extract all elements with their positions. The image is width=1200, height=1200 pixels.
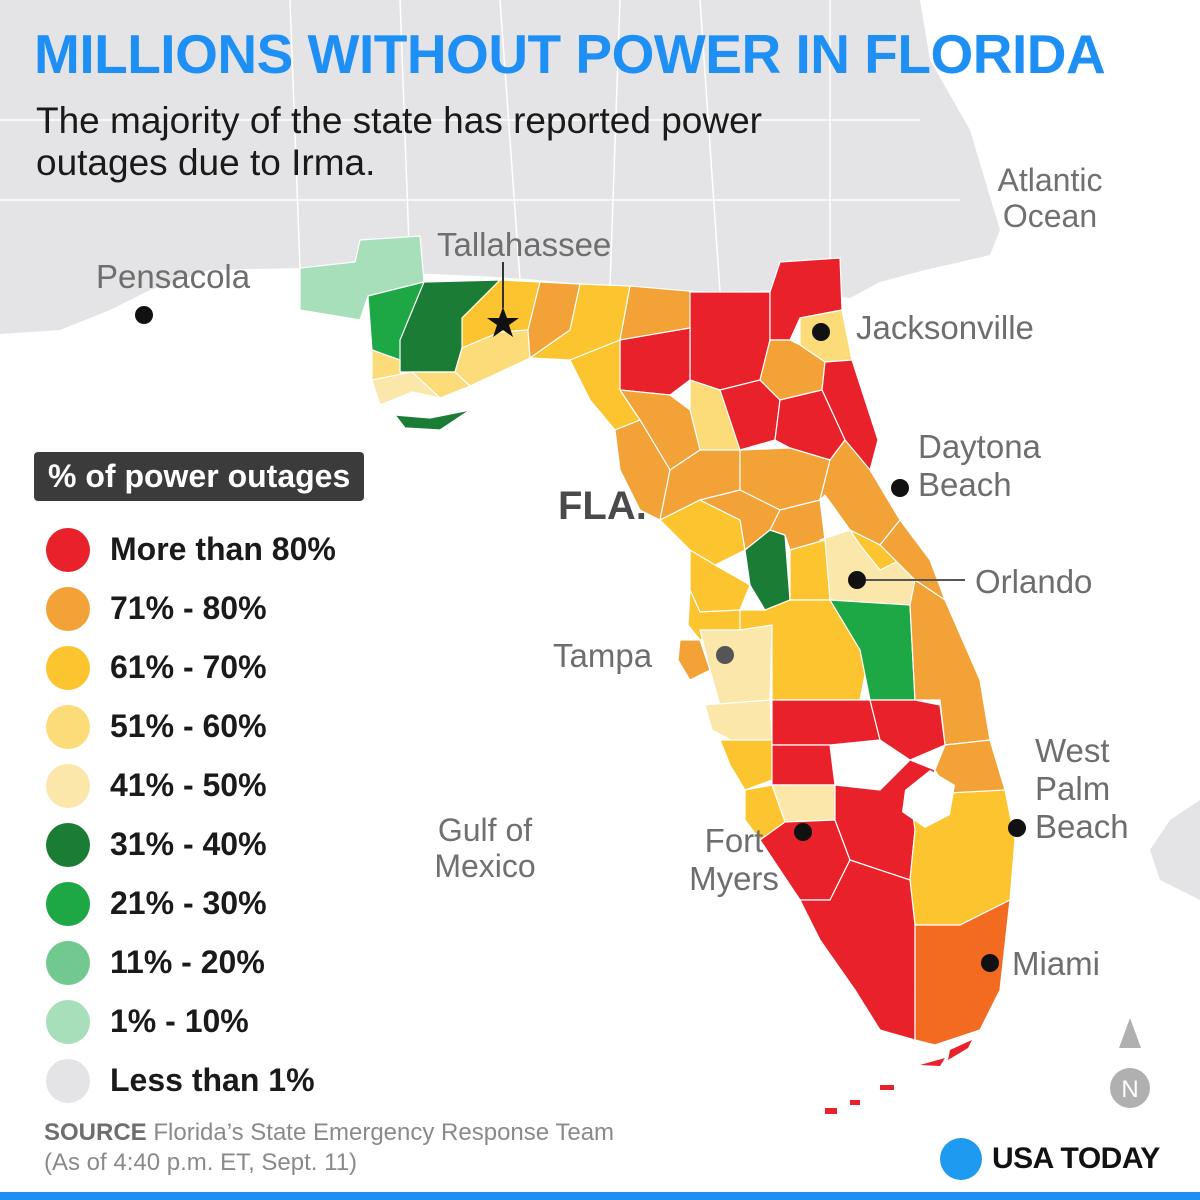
legend-label: 61% - 70% bbox=[110, 649, 267, 685]
north-letter: N bbox=[1121, 1076, 1138, 1103]
state-borders bbox=[0, 0, 960, 296]
lake-okeechobee bbox=[902, 770, 955, 828]
legend-label: Less than 1% bbox=[110, 1062, 315, 1098]
tampa-marker bbox=[716, 646, 734, 664]
brand-logo: USA TODAY bbox=[940, 1138, 1160, 1180]
north-arrow: N bbox=[1108, 1018, 1152, 1125]
legend-label: 31% - 40% bbox=[110, 826, 267, 862]
legend-swatch bbox=[46, 1058, 90, 1103]
tallahassee-marker bbox=[487, 307, 519, 337]
legend-swatch bbox=[46, 999, 90, 1044]
neighbor-land bbox=[0, 0, 1000, 334]
city-label-fort-myers: Fort Myers bbox=[689, 822, 779, 897]
source-note: SOURCE Florida’s State Emergency Respons… bbox=[44, 1118, 684, 1178]
county bbox=[869, 699, 946, 761]
county bbox=[699, 624, 773, 706]
legend-swatch bbox=[46, 586, 90, 631]
brand-name: USA TODAY bbox=[992, 1142, 1160, 1175]
north-arrow-icon: N bbox=[1110, 1018, 1150, 1108]
page-title: MILLIONS WITHOUT POWER IN FLORIDA bbox=[34, 23, 1106, 85]
miami-marker bbox=[981, 954, 999, 972]
legend-label: More than 80% bbox=[110, 531, 336, 567]
atlantic-ocean-label: Atlantic Ocean bbox=[997, 162, 1103, 234]
west-palm-beach-marker bbox=[1008, 819, 1026, 837]
county bbox=[914, 898, 1011, 1046]
legend-swatch bbox=[46, 704, 90, 749]
legend-item: Less than 1% bbox=[46, 1051, 336, 1110]
source-asof: (As of 4:40 p.m. ET, Sept. 11) bbox=[44, 1149, 358, 1176]
county bbox=[619, 327, 691, 396]
bahamas-land bbox=[1150, 800, 1200, 900]
pensacola-marker bbox=[135, 306, 153, 324]
legend-item: More than 80% bbox=[46, 520, 336, 579]
legend-label: 51% - 60% bbox=[110, 708, 267, 744]
city-markers bbox=[135, 262, 1026, 972]
bottom-rule bbox=[0, 1192, 1200, 1200]
city-label-west-palm-beach: West Palm Beach bbox=[1035, 732, 1129, 845]
legend-item: 61% - 70% bbox=[46, 638, 336, 697]
legend-swatch bbox=[46, 822, 90, 867]
legend: More than 80% 71% - 80% 61% - 70% 51% - … bbox=[46, 520, 336, 1110]
legend-swatch bbox=[46, 527, 90, 572]
county bbox=[789, 539, 831, 601]
legend-item: 41% - 50% bbox=[46, 756, 336, 815]
orlando-marker bbox=[848, 571, 866, 589]
legend-title: % of power outages bbox=[34, 452, 365, 501]
page-subtitle: The majority of the state has reported p… bbox=[36, 100, 762, 183]
city-label-daytona-beach: Daytona Beach bbox=[918, 428, 1041, 503]
legend-label: 41% - 50% bbox=[110, 767, 267, 803]
county bbox=[454, 329, 531, 387]
brand-dot-icon bbox=[940, 1138, 982, 1180]
county bbox=[848, 528, 902, 571]
city-label-tallahassee: Tallahassee bbox=[437, 226, 612, 263]
city-label-miami: Miami bbox=[1012, 945, 1100, 982]
county bbox=[689, 291, 771, 391]
legend-item: 1% - 10% bbox=[46, 992, 336, 1051]
county bbox=[771, 699, 881, 746]
legend-item: 11% - 20% bbox=[46, 933, 336, 992]
city-label-jacksonville: Jacksonville bbox=[856, 309, 1034, 346]
legend-label: 11% - 20% bbox=[110, 944, 265, 980]
legend-item: 31% - 40% bbox=[46, 815, 336, 874]
county bbox=[704, 699, 773, 746]
legend-swatch bbox=[46, 881, 90, 926]
fort-myers-marker bbox=[794, 823, 812, 841]
legend-item: 21% - 30% bbox=[46, 874, 336, 933]
counties bbox=[299, 235, 1016, 1046]
legend-item: 71% - 80% bbox=[46, 579, 336, 638]
city-label-tampa: Tampa bbox=[553, 637, 653, 674]
state-abbr: FLA. bbox=[558, 484, 647, 528]
city-label-orlando: Orlando bbox=[975, 563, 1093, 600]
county bbox=[719, 739, 773, 791]
legend-swatch bbox=[46, 763, 90, 808]
jacksonville-marker bbox=[812, 323, 830, 341]
county bbox=[393, 409, 471, 431]
florida-keys bbox=[825, 1040, 972, 1114]
city-label-pensacola: Pensacola bbox=[96, 258, 251, 295]
legend-item: 51% - 60% bbox=[46, 697, 336, 756]
source-label: SOURCE bbox=[44, 1119, 147, 1146]
county bbox=[677, 639, 711, 681]
legend-swatch bbox=[46, 645, 90, 690]
legend-swatch bbox=[46, 940, 90, 985]
legend-label: 71% - 80% bbox=[110, 590, 267, 626]
daytona-beach-marker bbox=[891, 479, 909, 497]
source-text: Florida’s State Emergency Response Team bbox=[153, 1119, 615, 1146]
gulf-label: Gulf of Mexico bbox=[434, 812, 536, 884]
legend-label: 21% - 30% bbox=[110, 885, 267, 921]
county bbox=[771, 744, 836, 786]
legend-label: 1% - 10% bbox=[110, 1003, 249, 1039]
